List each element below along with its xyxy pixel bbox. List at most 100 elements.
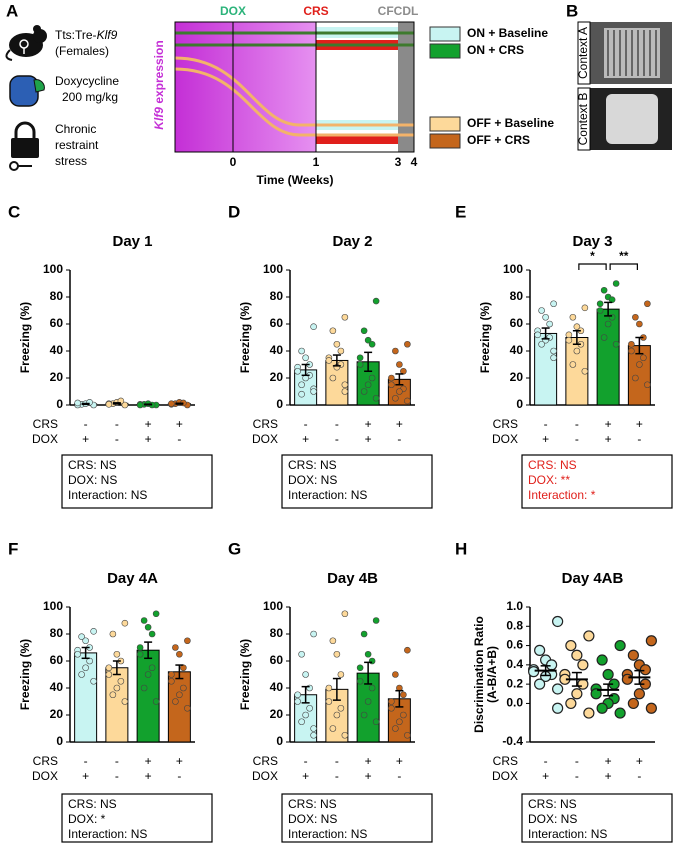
stats-box bbox=[61, 454, 213, 509]
stats-line: DOX: NS bbox=[528, 812, 577, 826]
data-point bbox=[577, 678, 589, 690]
condition-sign: + bbox=[636, 417, 643, 431]
time-tick-label: 1 bbox=[313, 155, 320, 169]
data-point bbox=[310, 731, 317, 739]
y-tick-label: 0 bbox=[276, 734, 283, 748]
data-point bbox=[356, 664, 364, 672]
stats-line: DOX: * bbox=[68, 812, 106, 826]
data-point bbox=[571, 649, 583, 661]
stats-line: CRS: NS bbox=[68, 797, 117, 811]
condition-sign: - bbox=[397, 769, 401, 783]
data-point bbox=[604, 320, 612, 328]
condition-sign: + bbox=[365, 754, 372, 768]
data-point bbox=[302, 711, 309, 719]
y-tick-label: 20 bbox=[50, 707, 64, 721]
data-point bbox=[628, 340, 635, 348]
expression-label: Klf9 expression bbox=[152, 40, 166, 129]
stats-line: DOX: NS bbox=[68, 473, 117, 487]
data-point bbox=[341, 381, 349, 389]
panel-letter: H bbox=[455, 539, 467, 558]
y-axis-label: Freezing (%) bbox=[238, 302, 252, 373]
condition-sign: - bbox=[177, 769, 181, 783]
condition-sign: + bbox=[605, 754, 612, 768]
data-point bbox=[542, 313, 549, 321]
data-point bbox=[372, 617, 380, 624]
data-point bbox=[596, 654, 608, 666]
data-point bbox=[78, 633, 85, 641]
y-tick-label: 80 bbox=[270, 289, 284, 303]
condition-sign: + bbox=[365, 417, 372, 431]
panel-letter: B bbox=[566, 1, 578, 20]
data-point bbox=[573, 323, 581, 331]
condition-sign: + bbox=[145, 432, 152, 446]
data-point bbox=[571, 688, 583, 700]
condition-label: DOX bbox=[32, 432, 58, 446]
data-point bbox=[176, 650, 183, 658]
data-point bbox=[372, 718, 380, 726]
data-point bbox=[404, 397, 411, 405]
condition-sign: + bbox=[542, 432, 549, 446]
legend-label: ON + CRS bbox=[467, 43, 524, 57]
data-point bbox=[356, 361, 364, 368]
data-point bbox=[565, 697, 577, 710]
data-point bbox=[392, 725, 399, 732]
y-tick-label: 0 bbox=[56, 734, 63, 748]
data-point bbox=[364, 650, 372, 658]
condition-sign: - bbox=[397, 432, 401, 446]
data-point bbox=[632, 374, 639, 382]
data-point bbox=[596, 300, 604, 308]
condition-sign: + bbox=[302, 432, 309, 446]
data-point bbox=[310, 323, 317, 331]
data-point bbox=[534, 644, 546, 656]
stats-line: DOX: NS bbox=[288, 812, 337, 826]
y-tick-label: 20 bbox=[270, 707, 284, 721]
data-point bbox=[632, 313, 639, 321]
data-point bbox=[333, 650, 341, 658]
data-point bbox=[184, 637, 191, 645]
data-point bbox=[644, 300, 651, 308]
panel-letter: C bbox=[8, 202, 20, 221]
data-point bbox=[329, 725, 337, 732]
condition-sign: + bbox=[176, 417, 183, 431]
panel-letter: G bbox=[228, 539, 241, 558]
data-point bbox=[168, 400, 175, 407]
data-point bbox=[337, 671, 345, 678]
data-point bbox=[581, 304, 589, 312]
stats-line: Interaction: * bbox=[528, 488, 596, 502]
data-point bbox=[372, 297, 380, 305]
chart-title: Day 3 bbox=[572, 233, 612, 250]
time-tick-label: 3 bbox=[395, 155, 402, 169]
stats-line: Interaction: NS bbox=[68, 827, 147, 841]
data-point bbox=[612, 340, 620, 348]
condition-sign: + bbox=[82, 769, 89, 783]
stats-box bbox=[521, 454, 673, 509]
y-tick-label: 100 bbox=[263, 262, 283, 276]
data-point bbox=[583, 707, 595, 719]
data-point bbox=[310, 725, 317, 732]
data-point bbox=[341, 388, 349, 395]
condition-label: DOX bbox=[32, 769, 58, 783]
condition-sign: - bbox=[335, 754, 339, 768]
panel-letter: F bbox=[8, 539, 18, 558]
y-tick-label: 60 bbox=[270, 316, 284, 330]
stats-line: DOX: ** bbox=[528, 473, 570, 487]
data-point bbox=[534, 331, 541, 339]
data-point bbox=[329, 637, 337, 645]
data-point bbox=[329, 327, 337, 335]
y-tick-label: 0 bbox=[516, 397, 523, 411]
condition-sign: + bbox=[145, 417, 152, 431]
y-tick-label: 100 bbox=[43, 262, 63, 276]
phase-label: DOX bbox=[220, 4, 246, 18]
y-tick-label: 40 bbox=[270, 343, 284, 357]
y-axis-label: Discrimination Ratio bbox=[472, 616, 486, 733]
data-point bbox=[636, 361, 643, 368]
condition-sign: + bbox=[605, 432, 612, 446]
stats-line: CRS: NS bbox=[288, 797, 337, 811]
data-point bbox=[633, 688, 645, 700]
stats-box bbox=[281, 793, 433, 843]
legend-swatch bbox=[429, 26, 461, 42]
data-point bbox=[565, 336, 573, 344]
y-tick-label: 0.8 bbox=[506, 618, 523, 632]
y-axis-label: Freezing (%) bbox=[478, 302, 492, 373]
y-tick-label: 60 bbox=[50, 653, 64, 667]
